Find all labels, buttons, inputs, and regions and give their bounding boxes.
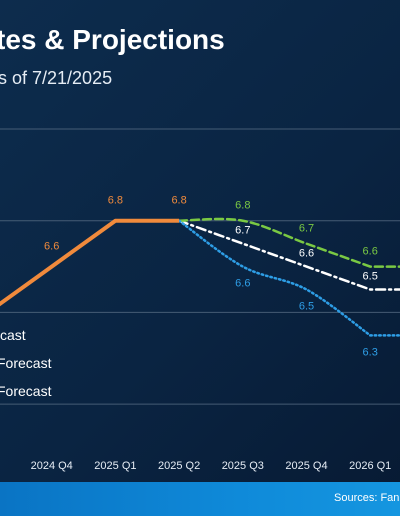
data-label: 6.7: [235, 225, 250, 237]
legend: cast Forecast Forecast: [0, 327, 52, 399]
chart-title: tes & Projections: [0, 24, 225, 55]
x-tick-label: 2025 Q3: [222, 460, 264, 472]
series-lines: [0, 217, 400, 337]
legend-item-label: cast: [0, 327, 26, 343]
source-note: Sources: Fan: [334, 492, 400, 504]
data-label: 6.6: [235, 278, 250, 290]
data-label: 6.6: [299, 248, 314, 260]
footer-bar: Sources: Fan: [0, 482, 400, 516]
data-label: 6.3: [363, 346, 378, 358]
x-tick-label: 2025 Q4: [285, 460, 327, 472]
data-label: 6.5: [299, 301, 314, 313]
series-line-actual: [0, 218, 180, 307]
x-tick-label: 2024 Q4: [31, 460, 73, 472]
gridlines: [0, 128, 400, 405]
data-label: 6.7: [299, 223, 314, 235]
series-line-1: [177, 219, 400, 291]
legend-item-label: Forecast: [0, 355, 52, 371]
legend-item-label: Forecast: [0, 383, 52, 399]
chart-subtitle: s of 7/21/2025: [0, 68, 113, 88]
data-label: 6.8: [108, 195, 123, 207]
line-chart: 6.66.86.86.76.66.56.86.76.66.66.56.3 Q32…: [0, 128, 400, 472]
series-line-2: [177, 217, 400, 268]
x-tick-label: 2026 Q1: [349, 460, 391, 472]
x-tick-label: 2025 Q1: [94, 460, 136, 472]
data-label: 6.6: [363, 246, 378, 258]
x-tick-label: 2025 Q2: [158, 460, 200, 472]
data-label: 6.8: [171, 195, 186, 207]
data-label: 6.5: [363, 271, 378, 283]
data-label: 6.6: [44, 241, 59, 253]
data-label: 6.8: [235, 200, 250, 212]
point-labels: 6.6 6.8 6.8 6.7 6.6 6.5 6.8 6.7 6.6 6.6 6.5 6.3: [44, 195, 378, 359]
series-line-3: [177, 219, 400, 337]
